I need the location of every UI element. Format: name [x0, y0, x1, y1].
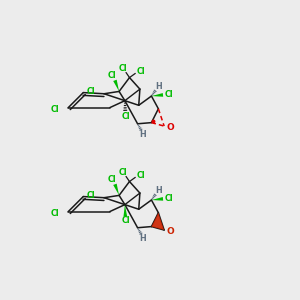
Text: O: O: [167, 227, 175, 236]
Polygon shape: [152, 197, 163, 201]
Text: Cl: Cl: [165, 90, 173, 99]
Text: H: H: [139, 130, 146, 140]
Text: Cl: Cl: [165, 194, 173, 203]
Text: Cl: Cl: [51, 105, 59, 114]
Polygon shape: [152, 213, 164, 230]
Text: Cl: Cl: [136, 171, 145, 180]
Text: Cl: Cl: [86, 87, 95, 96]
Polygon shape: [152, 93, 163, 97]
Text: H: H: [155, 186, 162, 195]
Polygon shape: [113, 80, 119, 92]
Text: Cl: Cl: [119, 64, 127, 73]
Text: H: H: [155, 82, 162, 91]
Text: Cl: Cl: [121, 112, 130, 122]
Text: Cl: Cl: [86, 191, 95, 200]
Text: Cl: Cl: [108, 71, 116, 80]
Text: Cl: Cl: [136, 67, 145, 76]
Text: Cl: Cl: [121, 216, 130, 225]
Polygon shape: [113, 184, 119, 195]
Text: O: O: [167, 123, 175, 132]
Text: H: H: [139, 234, 146, 243]
Text: Cl: Cl: [51, 209, 59, 218]
Polygon shape: [124, 205, 127, 217]
Text: Cl: Cl: [119, 168, 127, 177]
Text: Cl: Cl: [108, 175, 116, 184]
